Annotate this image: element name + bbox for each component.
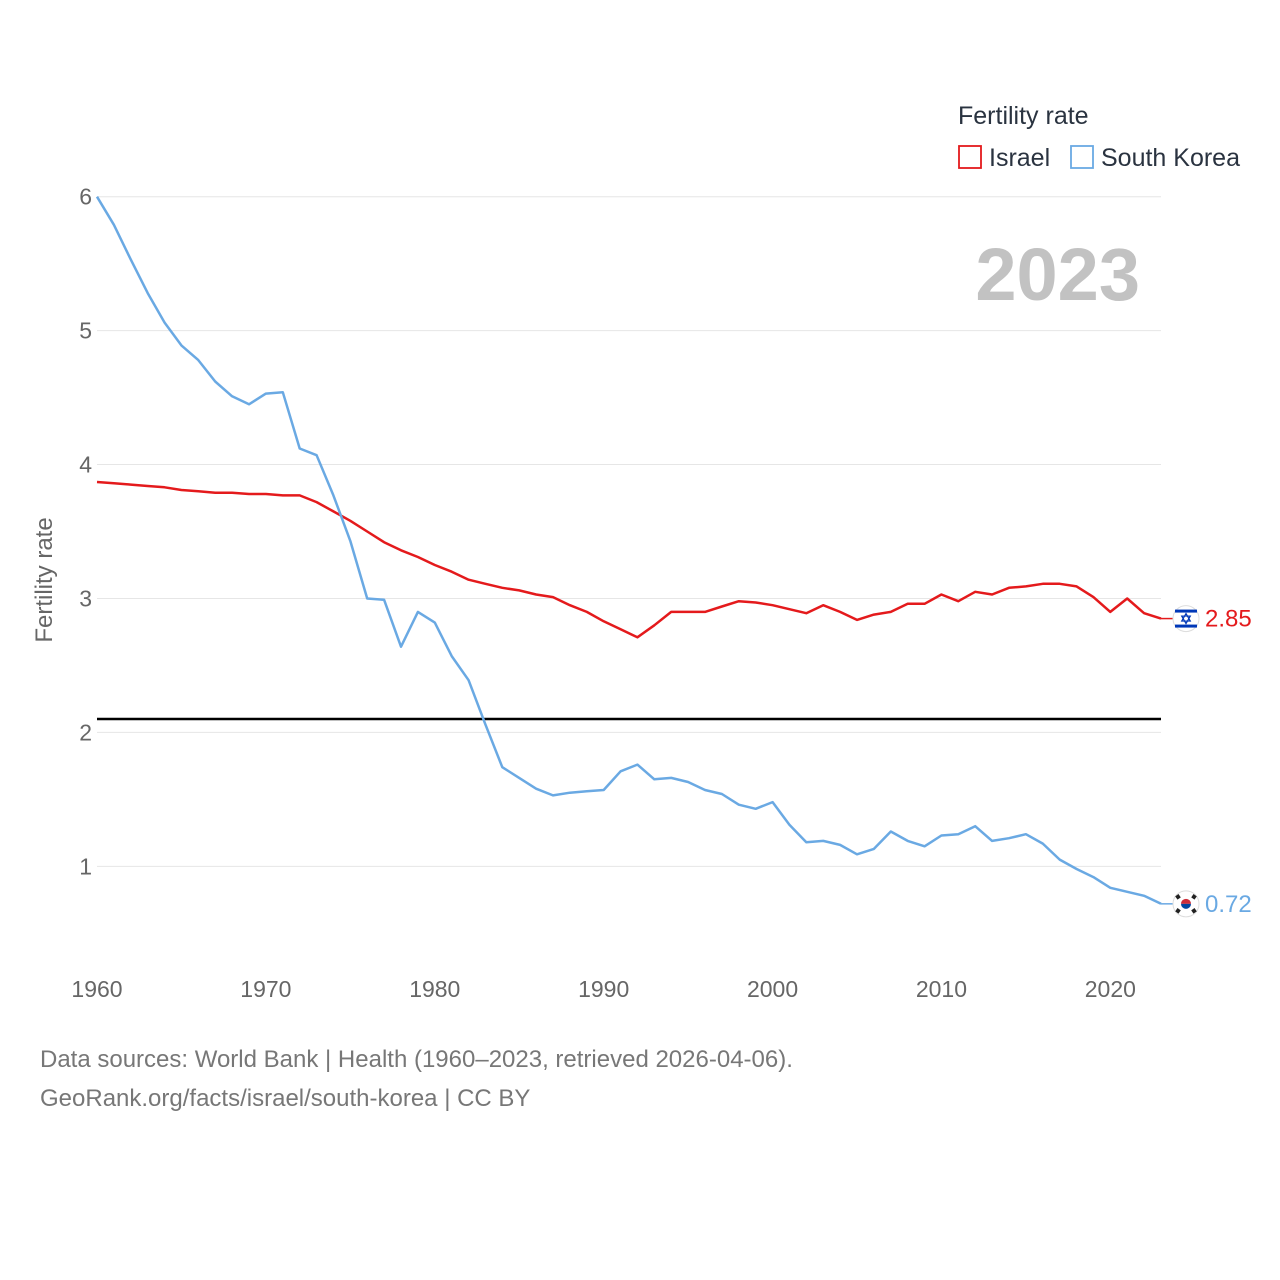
x-tick-label: 2020 [1085, 976, 1136, 1002]
x-tick-label: 1990 [578, 976, 629, 1002]
grid-lines [97, 196, 1161, 867]
taeguk-top [1181, 898, 1191, 904]
legend-swatch-south-korea [1070, 145, 1094, 169]
y-tick-label: 4 [79, 452, 92, 478]
end-label-south-korea: 0.72 [1205, 891, 1252, 918]
trigram-mark [1191, 894, 1197, 900]
x-tick-label: 1960 [71, 976, 122, 1002]
y-tick-label: 6 [79, 184, 92, 210]
legend: Fertility rate Israel South Korea [958, 102, 1240, 172]
y-tick-label: 3 [79, 585, 92, 611]
trigram-mark [1175, 894, 1181, 900]
x-tick-label: 1980 [409, 976, 460, 1002]
series-line-south-korea[interactable] [95, 196, 1162, 905]
star-triangle-up [1180, 612, 1192, 622]
israel-flag-icon [1172, 605, 1200, 633]
end-label-israel: 2.85 [1205, 606, 1252, 633]
y-axis-title: Fertility rate [31, 517, 58, 642]
legend-label-south-korea: South Korea [1101, 144, 1240, 172]
trigram-mark [1175, 908, 1181, 914]
x-tick-label: 2000 [747, 976, 798, 1002]
year-label: 2023 [975, 233, 1140, 316]
series-line-israel[interactable] [96, 480, 1162, 639]
legend-label-israel: Israel [989, 144, 1050, 172]
legend-title: Fertility rate [958, 102, 1089, 130]
taeguk-bottom [1181, 903, 1191, 909]
y-tick-label: 5 [79, 318, 92, 344]
star-triangle-down [1180, 615, 1192, 625]
end-labels: 2.85 0.72 [1161, 605, 1252, 918]
y-tick-label: 2 [79, 719, 92, 745]
flag-stripe-bottom [1175, 624, 1197, 628]
trigram-mark [1191, 908, 1197, 914]
legend-item-south-korea[interactable]: South Korea [1070, 144, 1240, 172]
flag-stripe-top [1175, 609, 1197, 613]
x-tick-label: 1970 [240, 976, 291, 1002]
legend-item-israel[interactable]: Israel [958, 144, 1050, 172]
y-axis-ticks: 1 2 3 4 5 6 [79, 184, 92, 880]
x-tick-label: 2010 [916, 976, 967, 1002]
south-korea-flag-icon [1172, 890, 1200, 918]
flag-badge [1172, 605, 1200, 633]
x-axis-ticks: 1960 1970 1980 1990 2000 2010 2020 [71, 976, 1136, 1002]
footer-credit[interactable]: GeoRank.org/facts/israel/south-korea | C… [40, 1085, 531, 1112]
series-lines [95, 196, 1162, 905]
y-tick-label: 1 [79, 853, 92, 879]
legend-swatch-israel [958, 145, 982, 169]
footer-sources: Data sources: World Bank | Health (1960–… [40, 1046, 793, 1073]
